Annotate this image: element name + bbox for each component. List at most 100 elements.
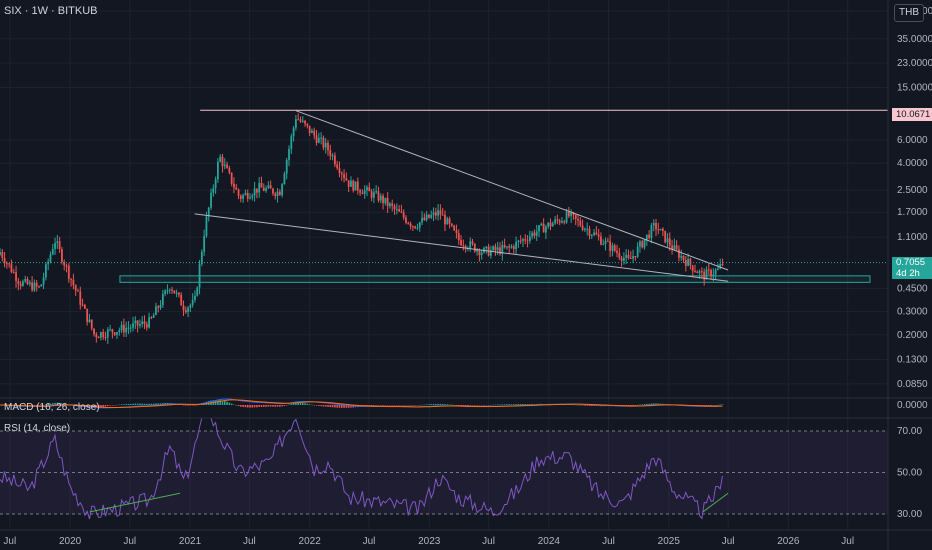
candle-body: [294, 119, 297, 128]
macd-signal-line: [0, 399, 723, 409]
candle-body: [159, 305, 162, 308]
macd-bar: [306, 403, 309, 405]
macd-bar: [331, 405, 334, 408]
macd-bar: [499, 404, 501, 406]
candle-body: [522, 239, 524, 242]
candle-body: [81, 304, 84, 306]
macd-bar: [283, 405, 286, 406]
candle-body: [210, 192, 212, 208]
macd-bar: [402, 405, 405, 406]
candle-body: [233, 183, 235, 188]
candle-body: [611, 245, 614, 251]
macd-bar: [430, 404, 433, 405]
candle-body: [49, 254, 52, 262]
symbol-title[interactable]: SIX · 1W · BITKUB: [4, 5, 98, 17]
time-tick-label: 2026: [777, 536, 800, 547]
macd-bar: [646, 403, 648, 405]
macd-bar: [412, 405, 414, 406]
candle-body: [501, 245, 504, 254]
macd-bar: [242, 405, 244, 408]
candle-body: [572, 212, 575, 215]
macd-bar: [641, 404, 644, 405]
macd-bar: [485, 404, 488, 406]
candle-body: [563, 221, 566, 223]
time-tick-label: Jul: [3, 536, 16, 547]
candle-body: [678, 249, 680, 258]
rsi-line: [0, 417, 723, 520]
candle-body: [579, 220, 582, 226]
candle-body: [226, 164, 228, 169]
candle-body: [61, 249, 63, 263]
macd-bar: [292, 403, 295, 405]
macd-bar: [42, 404, 45, 406]
macd-bar: [258, 405, 260, 407]
macd-bar: [400, 405, 403, 406]
candle-body: [54, 242, 56, 250]
candle-body: [255, 188, 258, 193]
macd-bar: [327, 405, 329, 407]
candle-body: [187, 307, 189, 313]
candle-body: [322, 137, 325, 148]
macd-bar: [45, 404, 47, 405]
wedge-upper-line: [295, 110, 729, 271]
candle-body: [547, 222, 550, 227]
macd-bar: [368, 405, 371, 407]
macd-bar: [329, 405, 332, 408]
macd-bar: [299, 402, 302, 405]
candle-body: [671, 245, 673, 250]
candle-body: [604, 240, 607, 244]
macd-bar: [389, 405, 391, 406]
grid: [0, 0, 888, 530]
candle-body: [372, 192, 375, 198]
level-price-tag: 10.0671: [892, 108, 932, 121]
macd-bar: [471, 405, 474, 406]
candle-body: [86, 308, 89, 322]
candle-body: [382, 195, 384, 204]
macd-bar: [219, 399, 221, 405]
macd-bar: [375, 405, 377, 406]
candle-body: [239, 195, 242, 199]
time-tick-label: Jul: [841, 536, 854, 547]
macd-bar: [405, 405, 407, 406]
macd-bar: [391, 405, 394, 406]
macd-bar: [712, 405, 715, 406]
macd-bar: [184, 405, 187, 406]
macd-bar: [432, 403, 435, 405]
candle-body: [409, 223, 412, 227]
macd-tick-label: 0.0000: [897, 400, 928, 411]
candle-body: [710, 269, 712, 277]
candle-body: [657, 229, 660, 231]
macd-bar: [182, 404, 185, 406]
macd-bar: [324, 405, 327, 407]
time-tick-label: 2020: [59, 536, 82, 547]
macd-bar: [416, 405, 419, 406]
macd-bar: [590, 405, 593, 407]
candle-body: [345, 178, 348, 181]
macd-bar: [102, 405, 105, 407]
rsi-label[interactable]: RSI (14, close): [4, 423, 71, 434]
candle-body: [499, 247, 501, 254]
macd-bar: [655, 403, 657, 405]
macd-bar: [123, 404, 125, 405]
candle-body: [648, 234, 651, 239]
candle-body: [207, 207, 210, 217]
macd-bar: [155, 403, 157, 405]
currency-badge[interactable]: THB: [894, 4, 924, 22]
candle-body: [684, 259, 687, 266]
macd-label[interactable]: MACD (16, 26, close): [4, 402, 100, 413]
candle-body: [260, 182, 263, 188]
candle-body: [253, 188, 256, 196]
support-zone: [119, 275, 871, 283]
macd-bar: [648, 403, 650, 405]
macd-bar: [100, 405, 102, 407]
candle-body: [104, 336, 107, 338]
macd-bar: [40, 405, 43, 406]
macd-bar: [531, 403, 533, 405]
candle-body: [359, 190, 362, 193]
trendlines[interactable]: [0, 109, 888, 282]
macd-bar: [267, 405, 270, 407]
macd-bar: [217, 399, 219, 405]
macd-bar: [120, 404, 123, 405]
candle-body: [44, 264, 47, 278]
